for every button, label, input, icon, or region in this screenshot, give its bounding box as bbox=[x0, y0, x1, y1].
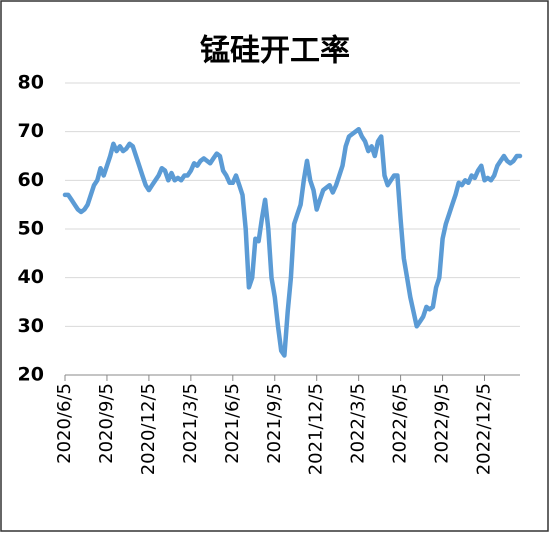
x-tick-label: 2020/9/5 bbox=[96, 383, 117, 464]
y-tick-label: 70 bbox=[18, 120, 44, 142]
x-tick-label: 2022/3/5 bbox=[348, 383, 369, 464]
x-tick-label: 2021/3/5 bbox=[180, 383, 201, 464]
x-tick-label: 2022/12/5 bbox=[474, 383, 495, 475]
y-tick-label: 30 bbox=[18, 315, 44, 337]
y-tick-label: 40 bbox=[18, 266, 44, 288]
chart-title: 锰硅开工率 bbox=[200, 34, 350, 69]
x-tick-label: 2020/12/5 bbox=[138, 383, 159, 475]
y-tick-label: 80 bbox=[18, 72, 44, 94]
x-tick-label: 2022/6/5 bbox=[390, 383, 411, 464]
y-tick-label: 20 bbox=[18, 364, 44, 386]
x-tick-label: 2020/6/5 bbox=[54, 383, 75, 464]
x-tick-label: 2021/12/5 bbox=[306, 383, 327, 475]
x-tick-label: 2021/9/5 bbox=[264, 383, 285, 464]
x-tick-label: 2021/6/5 bbox=[222, 383, 243, 464]
y-tick-label: 60 bbox=[18, 169, 44, 191]
x-tick-label: 2022/9/5 bbox=[432, 383, 453, 464]
line-series bbox=[62, 126, 523, 358]
y-tick-label: 50 bbox=[18, 218, 44, 240]
